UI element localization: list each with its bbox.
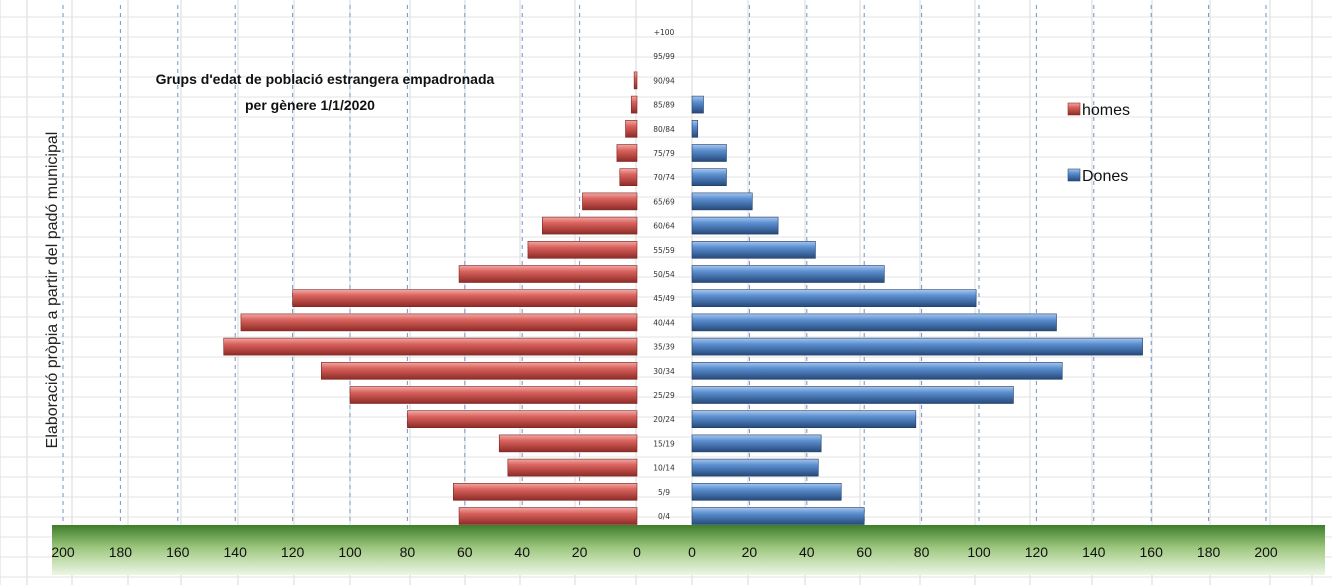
bar-dones-50/54 bbox=[691, 265, 885, 283]
plot-gridlines bbox=[62, 5, 1267, 525]
age-label: 95/99 bbox=[653, 52, 675, 61]
age-label: 5/9 bbox=[658, 488, 670, 497]
bar-dones-30/34 bbox=[691, 361, 1063, 380]
age-label: 45/49 bbox=[653, 294, 675, 303]
bar-dones-0/4 bbox=[691, 507, 865, 525]
age-group-labels: 0/4 5/9 10/14 15/19 20/24 25/29 30/34 35/39 40/4… bbox=[653, 28, 675, 521]
bar-homes-10/14 bbox=[507, 458, 638, 477]
x-tick-label: 0 bbox=[688, 544, 696, 560]
bar-dones-55/59 bbox=[691, 241, 816, 259]
x-tick-label: 60 bbox=[856, 544, 872, 560]
legend-label-dones: Dones bbox=[1082, 168, 1128, 185]
x-tick-label: 20 bbox=[572, 544, 588, 560]
age-label: 90/94 bbox=[653, 76, 675, 85]
bar-homes-80/84 bbox=[625, 120, 638, 138]
x-tick-label: 20 bbox=[742, 544, 758, 560]
bar-homes-90/94 bbox=[633, 71, 638, 90]
x-tick-label: 120 bbox=[281, 544, 305, 560]
bar-dones-60/64 bbox=[691, 216, 779, 235]
bar-homes-60/64 bbox=[541, 216, 638, 235]
bar-homes-65/69 bbox=[582, 192, 638, 211]
x-tick-label: 60 bbox=[457, 544, 473, 560]
chart-title-line-1: Grups d'edat de població estrangera empa… bbox=[156, 71, 495, 87]
x-tick-label: 40 bbox=[799, 544, 815, 560]
bars-group bbox=[223, 71, 1143, 525]
age-label: 20/24 bbox=[653, 415, 675, 424]
legend-swatch-homes bbox=[1067, 102, 1081, 116]
age-label: 0/4 bbox=[658, 512, 670, 521]
age-label: 55/59 bbox=[653, 246, 675, 255]
x-tick-label: 180 bbox=[1197, 544, 1221, 560]
chart-title-line-2: per gènere 1/1/2020 bbox=[245, 97, 375, 113]
bar-dones-15/19 bbox=[691, 434, 822, 453]
age-label: 70/74 bbox=[653, 173, 675, 182]
bar-homes-40/44 bbox=[240, 313, 638, 332]
bar-homes-25/29 bbox=[349, 386, 638, 404]
bar-homes-0/4 bbox=[458, 507, 638, 525]
age-label: 10/14 bbox=[653, 464, 675, 473]
bar-dones-40/44 bbox=[691, 313, 1057, 332]
y-axis-side-label: Elaboració pròpia a partir del padó muni… bbox=[44, 132, 61, 449]
bar-homes-45/49 bbox=[292, 289, 638, 308]
bar-dones-80/84 bbox=[691, 120, 699, 138]
bar-homes-70/74 bbox=[619, 168, 638, 186]
x-tick-label: 120 bbox=[1025, 544, 1049, 560]
bar-dones-5/9 bbox=[691, 482, 842, 501]
bar-dones-70/74 bbox=[691, 168, 727, 186]
age-label: +100 bbox=[654, 28, 675, 37]
bar-dones-10/14 bbox=[691, 458, 819, 477]
bar-homes-30/34 bbox=[320, 361, 638, 380]
bar-homes-15/19 bbox=[498, 434, 638, 453]
x-tick-label: 200 bbox=[1254, 544, 1278, 560]
x-tick-label: 160 bbox=[166, 544, 190, 560]
age-label: 40/44 bbox=[653, 318, 675, 327]
bar-homes-75/79 bbox=[616, 144, 638, 162]
bar-homes-50/54 bbox=[458, 265, 638, 283]
bar-dones-25/29 bbox=[691, 386, 1014, 404]
bar-dones-20/24 bbox=[691, 410, 917, 429]
x-tick-label: 140 bbox=[1082, 544, 1106, 560]
age-label: 30/34 bbox=[653, 367, 675, 376]
age-label: 35/39 bbox=[653, 343, 675, 352]
x-tick-label: 200 bbox=[51, 544, 75, 560]
bar-homes-20/24 bbox=[407, 410, 638, 429]
age-label: 50/54 bbox=[653, 270, 675, 279]
x-tick-label: 180 bbox=[109, 544, 133, 560]
age-label: 25/29 bbox=[653, 391, 675, 400]
bar-dones-85/89 bbox=[691, 95, 704, 114]
bar-homes-85/89 bbox=[630, 95, 638, 114]
x-tick-label: 40 bbox=[514, 544, 530, 560]
x-tick-label: 140 bbox=[224, 544, 248, 560]
legend-swatch-dones bbox=[1067, 168, 1081, 182]
x-axis-tick-labels: 200 180 160 140 120 100 80 60 40 20 0 0 20 40 60 80 100 1… bbox=[51, 544, 1278, 560]
x-tick-label: 0 bbox=[633, 544, 641, 560]
bar-dones-65/69 bbox=[691, 192, 753, 211]
legend: homes Dones bbox=[1067, 102, 1130, 185]
bar-homes-35/39 bbox=[223, 337, 638, 356]
age-label: 80/84 bbox=[653, 125, 675, 134]
bar-homes-5/9 bbox=[453, 482, 638, 501]
age-label: 85/89 bbox=[653, 101, 675, 110]
age-label: 60/64 bbox=[653, 222, 675, 231]
x-tick-label: 100 bbox=[967, 544, 991, 560]
x-tick-label: 80 bbox=[400, 544, 416, 560]
x-axis-band bbox=[52, 525, 1325, 575]
age-label: 75/79 bbox=[653, 149, 675, 158]
bar-homes-55/59 bbox=[527, 241, 638, 259]
bar-dones-35/39 bbox=[691, 337, 1143, 356]
x-tick-label: 100 bbox=[338, 544, 362, 560]
age-label: 15/19 bbox=[653, 439, 675, 448]
bar-dones-45/49 bbox=[691, 289, 977, 308]
age-label: 65/69 bbox=[653, 197, 675, 206]
x-tick-label: 160 bbox=[1140, 544, 1164, 560]
bar-dones-75/79 bbox=[691, 144, 727, 162]
x-tick-label: 80 bbox=[914, 544, 930, 560]
legend-label-homes: homes bbox=[1082, 102, 1130, 119]
